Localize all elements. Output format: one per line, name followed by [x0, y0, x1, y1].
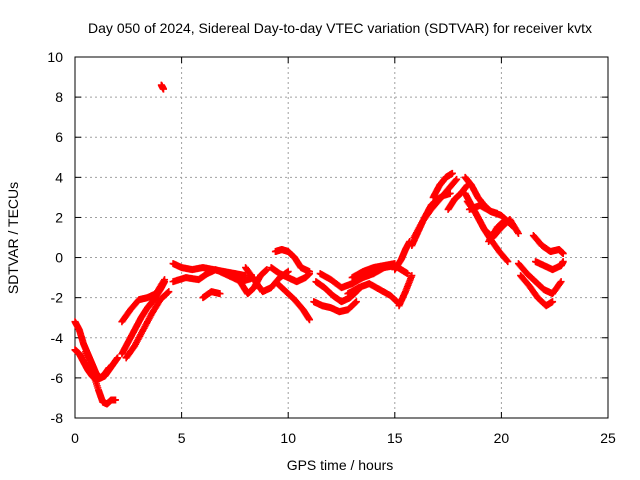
data-point: [165, 288, 173, 296]
data-point: [105, 364, 113, 372]
data-point: [164, 288, 172, 296]
x-tick-label: 25: [600, 430, 616, 446]
data-series: [444, 181, 471, 213]
data-series: [271, 246, 314, 276]
y-tick-label: 0: [55, 250, 63, 266]
data-series: [118, 276, 169, 326]
data-series: [267, 264, 314, 286]
data-series: [344, 280, 403, 308]
data-series: [274, 280, 314, 324]
data-series: [312, 278, 363, 306]
data-series: [517, 272, 557, 310]
data-point: [306, 270, 314, 278]
y-tick-label: 10: [47, 49, 63, 65]
data-series: [529, 231, 567, 258]
x-tick-label: 20: [494, 430, 510, 446]
data-series: [391, 238, 414, 274]
y-tick-label: -4: [51, 330, 64, 346]
y-tick-label: 6: [55, 129, 63, 145]
data-point: [160, 277, 168, 285]
data-point: [559, 258, 567, 266]
data-point: [161, 276, 169, 284]
data-series: [316, 270, 377, 292]
y-tick-label: 4: [55, 169, 63, 185]
data-point: [503, 257, 511, 265]
data-point: [112, 396, 120, 404]
data-series: [310, 298, 360, 316]
x-tick-label: 5: [178, 430, 186, 446]
x-axis-label: GPS time / hours: [287, 457, 394, 473]
plot-frame: [74, 56, 609, 419]
data-series: [410, 175, 461, 241]
data-point: [509, 223, 517, 231]
data-series: [429, 169, 456, 201]
data-series: [514, 260, 565, 298]
data-point: [557, 278, 565, 286]
data-point: [159, 85, 167, 93]
data-series: [122, 288, 173, 362]
data-series: [231, 266, 271, 298]
x-tick-label: 15: [387, 430, 403, 446]
data-point: [549, 298, 557, 306]
data-point: [510, 223, 518, 231]
data-point: [453, 175, 461, 183]
data-points: [71, 81, 567, 408]
data-point: [404, 270, 412, 278]
data-point: [559, 250, 567, 258]
y-tick-label: -2: [51, 290, 64, 306]
y-tick-label: 8: [55, 89, 63, 105]
data-point: [352, 298, 360, 306]
data-point: [284, 268, 292, 276]
axes: 0 5 10 15 20 25 -8 -6 -4 -2 0 2 4 6 8 10: [47, 49, 616, 446]
x-tick-label: 0: [71, 430, 79, 446]
y-tick-label: -6: [51, 370, 64, 386]
y-axis-label: SDTVAR / TECUs: [5, 182, 21, 294]
data-point: [263, 266, 271, 274]
data-series: [395, 272, 416, 310]
data-point: [514, 228, 522, 236]
data-point: [514, 229, 522, 237]
data-series: [532, 258, 567, 274]
data-series: [82, 348, 120, 408]
data-point: [306, 316, 314, 324]
data-point: [216, 290, 224, 298]
data-series: [199, 288, 224, 302]
y-tick-label: -8: [51, 410, 64, 426]
data-point: [114, 354, 122, 362]
data-point: [556, 279, 564, 287]
data-point: [352, 298, 360, 306]
chart-title: Day 050 of 2024, Sidereal Day-to-day VTE…: [88, 20, 592, 36]
grid-lines: [75, 57, 608, 418]
data-point: [448, 169, 456, 177]
data-series: [485, 215, 518, 246]
data-point: [504, 258, 512, 266]
x-tick-label: 10: [280, 430, 296, 446]
y-tick-label: 2: [55, 209, 63, 225]
data-point: [452, 176, 460, 184]
data-series: [157, 81, 167, 93]
data-point: [408, 272, 416, 280]
data-series: [408, 189, 454, 250]
